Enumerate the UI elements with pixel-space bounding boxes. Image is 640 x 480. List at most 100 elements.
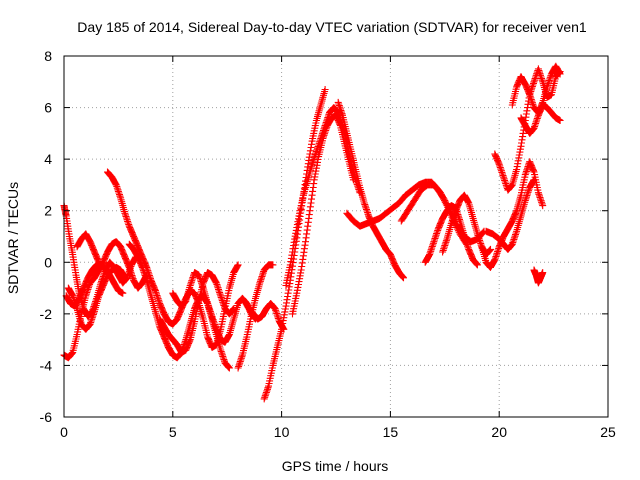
data-point: [258, 273, 266, 280]
data-point: [321, 128, 329, 136]
data-point: [113, 184, 121, 192]
data-point: [304, 222, 312, 230]
data-point: [219, 298, 227, 306]
data-point: [529, 126, 537, 133]
data-point: [85, 322, 93, 329]
data-point: [311, 170, 319, 178]
data-point: [434, 226, 442, 234]
data-point: [220, 302, 228, 309]
data-point: [320, 131, 328, 139]
data-point: [116, 192, 124, 200]
data-point: [513, 166, 521, 173]
data-point: [112, 181, 120, 189]
data-point: [473, 261, 481, 269]
data-point: [362, 204, 370, 212]
data-point: [189, 273, 197, 281]
data-point: [319, 135, 327, 142]
data-point: [534, 113, 542, 121]
data-point: [310, 154, 318, 162]
data-point: [86, 320, 94, 328]
data-point: [440, 245, 448, 253]
data-point: [494, 246, 502, 254]
data-point: [230, 315, 238, 323]
data-point: [119, 289, 127, 297]
plot-frame: [63, 55, 609, 418]
data-point: [436, 189, 444, 197]
data-point: [515, 151, 523, 159]
data-point: [256, 279, 264, 287]
data-point: [124, 217, 132, 225]
data-point: [545, 77, 553, 84]
x-tick-label: 15: [383, 424, 399, 440]
data-point: [537, 195, 544, 203]
chart-title: Day 185 of 2014, Sidereal Day-to-day VTE…: [77, 19, 587, 35]
data-point: [492, 253, 500, 260]
data-point: [447, 220, 455, 228]
data-point: [293, 289, 301, 297]
data-point: [308, 195, 315, 203]
data-series: [64, 263, 129, 333]
data-point: [526, 92, 534, 100]
data-series: [73, 230, 103, 266]
data-point: [125, 262, 133, 270]
data-point: [525, 89, 533, 97]
y-tick-label: 6: [44, 100, 52, 116]
data-point: [426, 249, 434, 257]
data-series: [260, 86, 329, 403]
data-point: [530, 176, 538, 184]
y-tick-label: 8: [44, 48, 52, 64]
data-point: [497, 165, 505, 173]
data-point: [141, 270, 148, 278]
data-point: [138, 263, 146, 271]
data-point: [523, 107, 531, 115]
data-point: [538, 198, 546, 206]
data-point: [213, 282, 221, 290]
data-series: [343, 178, 488, 246]
data-point: [125, 221, 133, 229]
data-point: [274, 314, 282, 322]
data-point: [462, 237, 470, 245]
data-point: [510, 234, 518, 242]
data-point: [399, 273, 407, 281]
data-point: [261, 393, 269, 401]
data-point: [186, 282, 194, 289]
data-point: [537, 71, 544, 79]
data-point: [152, 288, 160, 296]
data-point: [85, 282, 93, 290]
data-point: [121, 274, 129, 282]
data-point: [279, 317, 287, 325]
data-series: [439, 191, 494, 258]
data-point: [225, 364, 233, 372]
data-point: [461, 234, 469, 242]
data-point: [493, 249, 501, 257]
data-point: [539, 269, 547, 277]
data-point: [450, 212, 458, 219]
data-point: [310, 176, 318, 184]
data-point: [68, 350, 76, 358]
data-point: [438, 192, 446, 200]
data-point: [89, 312, 97, 320]
data-point: [294, 218, 302, 226]
data-point: [280, 311, 288, 319]
data-point: [302, 238, 309, 246]
data-series: [156, 269, 238, 356]
y-tick-label: 2: [44, 203, 52, 219]
x-tick-label: 10: [274, 424, 290, 440]
data-point: [269, 261, 277, 269]
data-point: [453, 224, 461, 231]
data-point: [216, 290, 224, 298]
data-point: [73, 303, 80, 311]
data-point: [448, 216, 456, 224]
data-point: [121, 209, 129, 217]
data-points: [60, 62, 564, 403]
data-point: [321, 86, 329, 93]
data-point: [303, 230, 311, 238]
data-series: [234, 261, 277, 372]
data-point: [305, 153, 313, 161]
data-point: [499, 172, 507, 180]
x-tick-label: 5: [169, 424, 177, 440]
data-point: [439, 248, 447, 256]
data-point: [441, 197, 448, 205]
data-point: [306, 147, 314, 155]
data-point: [473, 230, 481, 238]
